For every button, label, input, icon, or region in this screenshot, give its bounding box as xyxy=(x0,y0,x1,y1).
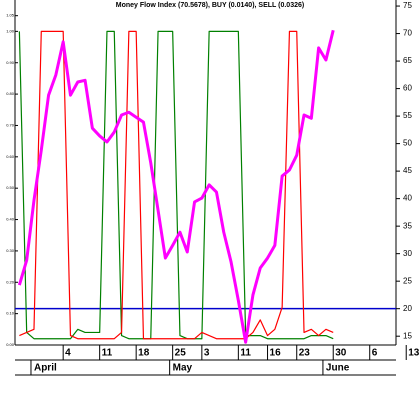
y2-tick-label: 35 xyxy=(403,221,412,230)
y2-tick-label: 55 xyxy=(403,111,412,120)
x-tick-label: 18 xyxy=(138,348,150,359)
y-tick-label: 0.10 xyxy=(6,311,15,316)
y-tick-label: 0.00 xyxy=(6,342,15,347)
x-tick-label: 13 xyxy=(408,348,420,359)
x-tick-label: 16 xyxy=(270,348,282,359)
chart-title: Money Flow Index (70.5678), BUY (0.0140)… xyxy=(116,2,304,9)
y-tick-label: 1.05 xyxy=(6,13,15,18)
y-tick-label: 0.80 xyxy=(6,91,15,96)
y-tick-label: 0.90 xyxy=(6,60,15,65)
series-line xyxy=(19,30,334,340)
x-tick-label: 11 xyxy=(102,348,113,359)
y-tick-label: 0.50 xyxy=(6,185,15,190)
y-tick-label: 0.20 xyxy=(6,279,15,284)
y-tick-label: 0.40 xyxy=(6,217,15,222)
y2-tick-label: 50 xyxy=(403,139,412,148)
y-tick-label: 0.70 xyxy=(6,123,15,128)
month-label: May xyxy=(173,363,193,374)
y2-tick-label: 70 xyxy=(403,29,412,38)
y2-tick-label: 25 xyxy=(403,276,412,285)
x-tick-label: 23 xyxy=(299,348,311,359)
x-tick-label: 4 xyxy=(65,348,71,359)
x-tick-label: 25 xyxy=(175,348,187,359)
y2-tick-label: 75 xyxy=(403,1,412,10)
y2-tick-label: 60 xyxy=(403,84,412,93)
x-tick-label: 6 xyxy=(372,348,378,359)
y-tick-label: 1.00 xyxy=(6,28,15,33)
x-tick-label: 3 xyxy=(204,348,210,359)
y2-tick-label: 45 xyxy=(403,166,412,175)
x-tick-label: 11 xyxy=(240,348,251,359)
y2-tick-label: 15 xyxy=(403,331,412,340)
month-label: April xyxy=(34,363,57,374)
y-tick-label: 0.60 xyxy=(6,154,15,159)
y2-tick-label: 30 xyxy=(403,249,412,258)
x-tick-label: 30 xyxy=(335,348,347,359)
month-label: June xyxy=(326,363,350,374)
y-tick-label: 0.30 xyxy=(6,248,15,253)
y2-tick-label: 65 xyxy=(403,56,412,65)
y2-tick-label: 20 xyxy=(403,304,412,313)
series-line xyxy=(18,30,334,340)
series-line xyxy=(17,29,335,344)
y2-tick-label: 40 xyxy=(403,194,412,203)
